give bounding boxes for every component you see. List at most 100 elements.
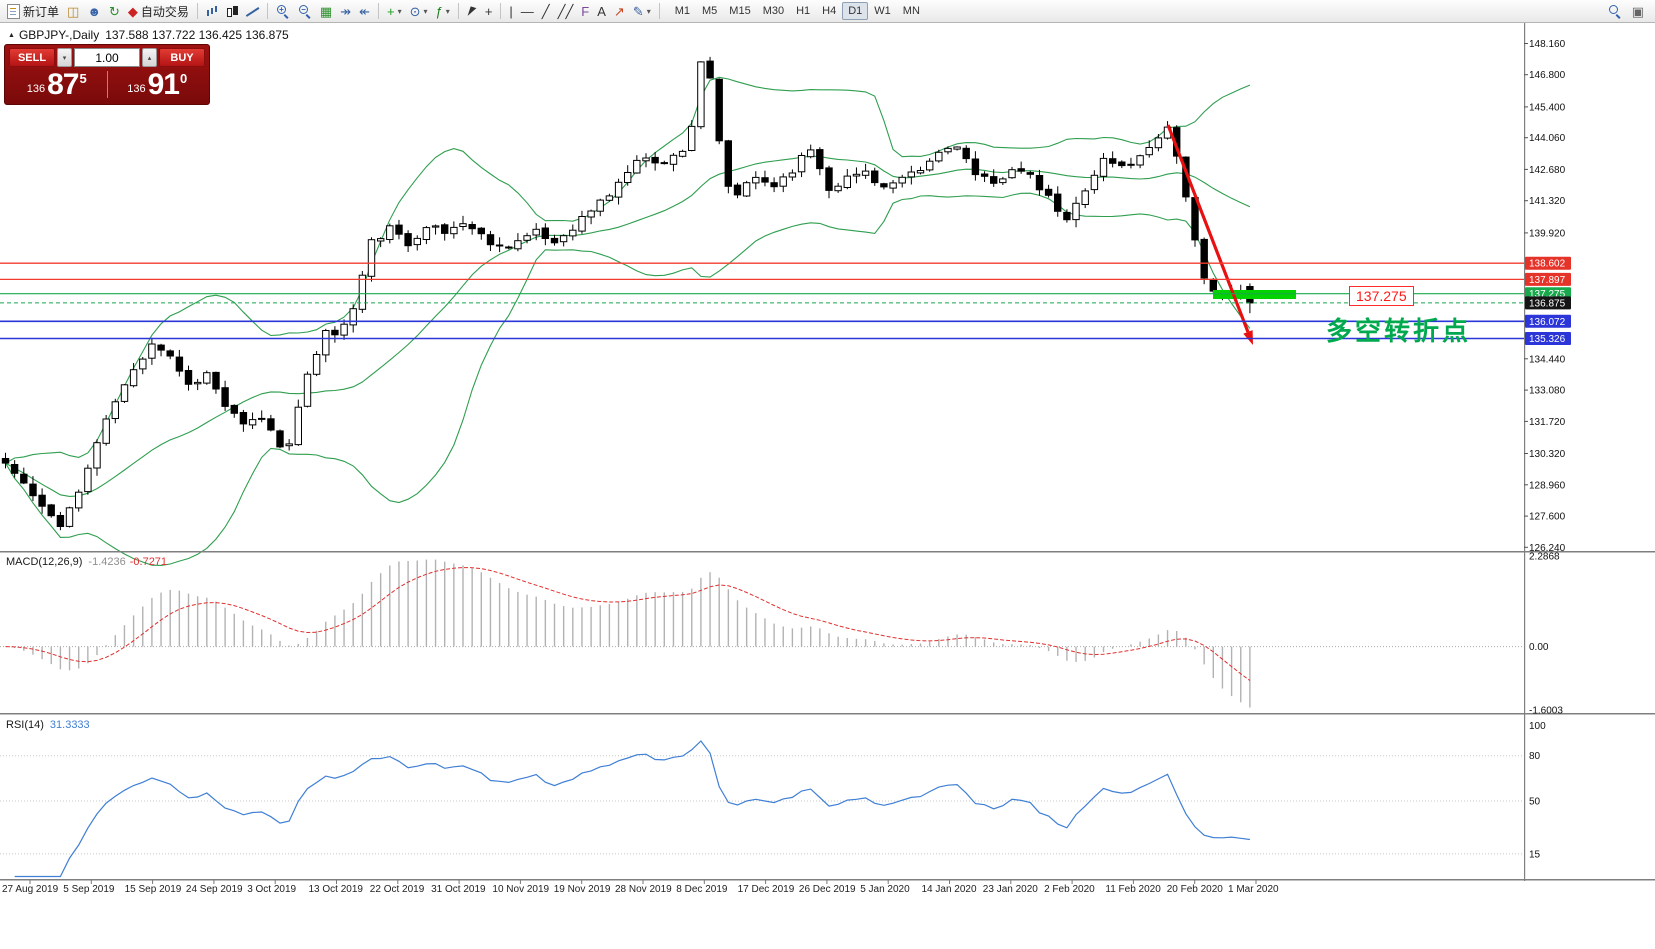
- svg-text:137.275: 137.275: [1529, 289, 1566, 300]
- timeframe-h1[interactable]: H1: [796, 5, 811, 17]
- chevron-down-icon: ▾: [646, 6, 651, 16]
- channel-icon[interactable]: ╱╱: [555, 1, 577, 21]
- vertical-line-icon[interactable]: |: [506, 1, 515, 21]
- chart-region: 148.160 146.800 145.400 144.060 142.680 141.3…: [0, 23, 1655, 949]
- shapes-icon[interactable]: ✎ ▾: [630, 1, 654, 21]
- buy-price-prefix: 136: [127, 83, 146, 95]
- new-order-button-label: 新订单: [23, 4, 60, 19]
- svg-text:139.920: 139.920: [1529, 228, 1566, 239]
- zoom-out-icon[interactable]: −: [295, 1, 315, 21]
- rsi-name: RSI(14): [6, 719, 44, 731]
- svg-text:127.600: 127.600: [1529, 512, 1566, 523]
- indicators-button: ƒ: [435, 3, 443, 19]
- autotrading-button[interactable]: ◆ 自动交易: [125, 1, 192, 21]
- svg-text:28 Nov 2019: 28 Nov 2019: [615, 884, 672, 895]
- svg-text:31 Oct 2019: 31 Oct 2019: [431, 884, 486, 895]
- timeframe-m1[interactable]: M1: [674, 5, 691, 17]
- line-chart-icon[interactable]: [243, 1, 262, 21]
- tile-windows-icon[interactable]: ▦: [317, 1, 335, 21]
- chart-shift-icon[interactable]: ↞: [356, 1, 373, 21]
- timeframe-m15[interactable]: M15: [729, 5, 751, 17]
- cursor-icon: [467, 5, 477, 18]
- timeframe-mn[interactable]: MN: [902, 5, 920, 17]
- chevron-down-icon: ▾: [423, 6, 428, 16]
- autotrading-button-label: 自动交易: [140, 4, 189, 19]
- svg-text:13 Oct 2019: 13 Oct 2019: [309, 884, 364, 895]
- chart-window-icon: ◫: [67, 3, 80, 19]
- autotrading-button: ◆: [127, 3, 138, 19]
- arrow-tool-icon: ↗: [613, 3, 625, 19]
- new-chart-button[interactable]: + ▾: [384, 1, 405, 21]
- volume-down-button[interactable]: ▾: [57, 48, 72, 67]
- text-tool-icon: A: [597, 3, 606, 19]
- macd-signal-value: -0.7271: [129, 556, 168, 568]
- layout-icon[interactable]: ▣: [1629, 1, 1647, 21]
- trendline-icon[interactable]: ╱: [539, 1, 553, 21]
- new-order-button[interactable]: 新订单: [4, 1, 62, 21]
- sell-price[interactable]: 136 87 5: [9, 69, 105, 100]
- sell-button[interactable]: SELL: [9, 48, 55, 67]
- search-icon[interactable]: [1605, 1, 1625, 21]
- toolbar-separator: [196, 3, 198, 19]
- frame-layer: [0, 23, 1655, 881]
- cursor-icon[interactable]: [464, 1, 480, 21]
- chevron-down-icon: ▾: [397, 6, 402, 16]
- volume-input[interactable]: [74, 48, 140, 67]
- toolbar-separator: [500, 3, 502, 19]
- sell-price-big: 87: [47, 68, 79, 101]
- hlines-layer: [0, 262, 1524, 340]
- cycle-icon[interactable]: ↻: [106, 1, 123, 21]
- crosshair-icon: +: [484, 3, 493, 19]
- svg-text:15 Sep 2019: 15 Sep 2019: [125, 884, 182, 895]
- toolbar-separator: [457, 3, 459, 19]
- horizontal-line-icon[interactable]: —: [518, 1, 537, 21]
- svg-text:50: 50: [1529, 797, 1541, 808]
- buy-button[interactable]: BUY: [159, 48, 205, 67]
- bar-chart-icon[interactable]: [203, 1, 221, 21]
- new-chart-button: +: [387, 3, 395, 19]
- svg-text:80: 80: [1529, 751, 1541, 762]
- svg-text:133.080: 133.080: [1529, 386, 1566, 397]
- svg-text:23 Jan 2020: 23 Jan 2020: [983, 884, 1038, 895]
- svg-text:2.2868: 2.2868: [1529, 552, 1560, 563]
- candlestick-chart-icon: [226, 5, 238, 17]
- chart-canvas[interactable]: 148.160 146.800 145.400 144.060 142.680 141.3…: [0, 23, 1655, 949]
- candles-layer: [1, 56, 1254, 531]
- channel-icon: ╱╱: [557, 3, 574, 19]
- price-callout[interactable]: 137.275: [1349, 286, 1414, 306]
- svg-text:128.960: 128.960: [1529, 480, 1566, 491]
- fibonacci-icon[interactable]: F: [578, 1, 592, 21]
- candlestick-chart-icon[interactable]: [223, 1, 241, 21]
- arrow-tool-icon[interactable]: ↗: [611, 1, 628, 21]
- ohlc-values: 137.588 137.722 136.425 136.875: [105, 28, 289, 42]
- svg-text:142.680: 142.680: [1529, 165, 1566, 176]
- text-tool-icon[interactable]: A: [594, 1, 609, 21]
- volume-up-button[interactable]: ▴: [142, 48, 157, 67]
- toolbar-right-group: ▣: [1605, 1, 1651, 21]
- timeframe-m5[interactable]: M5: [702, 5, 718, 17]
- trend-arrow: [1166, 124, 1250, 333]
- svg-text:20 Feb 2020: 20 Feb 2020: [1167, 884, 1224, 895]
- periods-button[interactable]: ⊙ ▾: [407, 1, 431, 21]
- auto-scroll-icon[interactable]: ↠: [337, 1, 354, 21]
- timeframe-d1[interactable]: D1: [842, 2, 869, 20]
- svg-text:24 Sep 2019: 24 Sep 2019: [186, 884, 243, 895]
- buy-price-sup: 0: [180, 71, 188, 86]
- toolbar: 新订单 ◫ ☻ ↻ ◆ 自动交易 + − ▦ ↠ ↞ + ▾ ⊙ ▾ ƒ ▾ + | — ╱ ╱╱ F A ↗ ✎ ▾ M1 M5 M15…: [0, 0, 1655, 23]
- timeframe-h4[interactable]: H4: [822, 5, 837, 17]
- timeframe-w1[interactable]: W1: [874, 5, 891, 17]
- toolbar-separator: [266, 3, 268, 19]
- chart-window-icon[interactable]: ◫: [64, 1, 82, 21]
- fibonacci-icon: F: [581, 3, 590, 19]
- svg-text:27 Aug 2019: 27 Aug 2019: [2, 884, 59, 895]
- crosshair-icon[interactable]: +: [482, 1, 496, 21]
- zoom-in-icon[interactable]: +: [273, 1, 293, 21]
- timeframe-m30[interactable]: M30: [762, 5, 785, 17]
- collapse-icon[interactable]: ▲: [8, 32, 15, 39]
- indicators-button[interactable]: ƒ ▾: [433, 1, 453, 21]
- profile-icon[interactable]: ☻: [84, 1, 104, 21]
- svg-text:141.320: 141.320: [1529, 196, 1566, 207]
- buy-price[interactable]: 136 91 0: [110, 69, 206, 100]
